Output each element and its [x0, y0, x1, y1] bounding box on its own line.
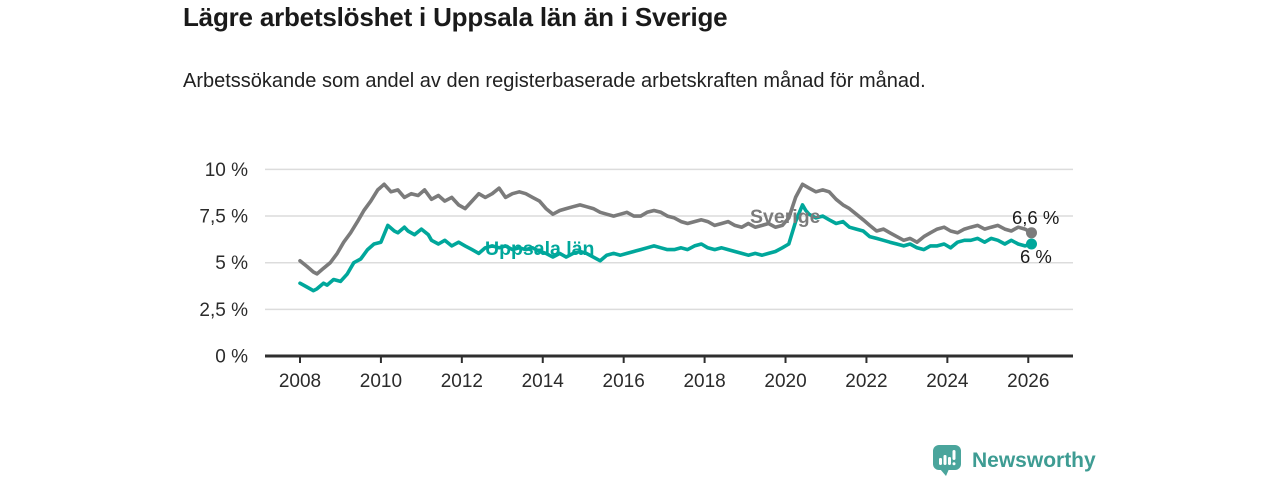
sverige-series-label: Sverige — [750, 206, 821, 228]
x-tick-label: 2018 — [683, 371, 725, 392]
unemployment-line-chart: 0 % 2,5 % 5 % 7,5 % 10 % 2008 2010 2012 2014 201… — [199, 160, 1073, 392]
y-tick-label: 5 % — [215, 253, 248, 274]
uppsala-end-dot — [1026, 238, 1037, 250]
y-tick-label: 2,5 % — [199, 300, 248, 321]
x-tick-label: 2014 — [522, 371, 565, 392]
uppsala-line — [298, 203, 1034, 293]
sverige-end-value-label: 6,6 % — [1012, 207, 1059, 228]
uppsala-series-label: Uppsala län — [485, 238, 594, 260]
sverige-end-dot — [1026, 227, 1037, 239]
x-tick-label: 2024 — [926, 371, 969, 392]
newsworthy-logo: Newsworthy — [930, 443, 1096, 478]
y-tick-label: 7,5 % — [199, 207, 248, 228]
y-tick-label: 10 % — [205, 160, 248, 181]
chart-subtitle: Arbetssökande som andel av den registerb… — [183, 70, 926, 92]
y-axis-labels: 0 % 2,5 % 5 % 7,5 % 10 % — [199, 160, 248, 368]
x-tick-label: 2012 — [441, 371, 483, 392]
x-tick-label: 2022 — [845, 371, 887, 392]
sverige-line — [298, 182, 1034, 276]
uppsala-end-value-label: 6 % — [1020, 246, 1052, 267]
series-lines — [298, 182, 1037, 293]
x-axis-ticks: 2008 2010 2012 2014 2016 2018 2020 2022 2024 2026 — [279, 356, 1049, 392]
y-tick-label: 0 % — [215, 347, 248, 368]
page-title: Lägre arbetslöshet i Uppsala län än i Sv… — [183, 2, 728, 32]
x-tick-label: 2008 — [279, 371, 321, 392]
brand-name: Newsworthy — [972, 448, 1096, 472]
x-tick-label: 2020 — [764, 371, 806, 392]
gridlines — [265, 168, 1073, 311]
x-tick-label: 2016 — [603, 371, 645, 392]
x-tick-label: 2026 — [1007, 371, 1049, 392]
x-tick-label: 2010 — [360, 371, 402, 392]
bar-chart-speech-bubble-icon — [933, 445, 961, 476]
